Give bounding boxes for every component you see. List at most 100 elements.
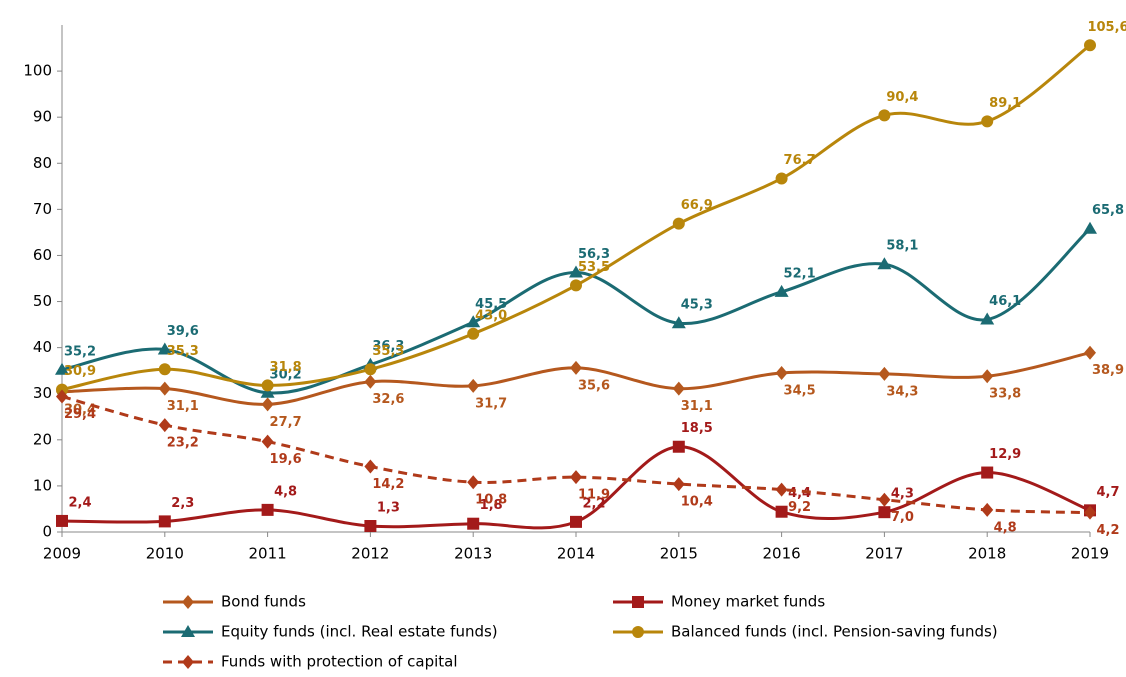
marker	[158, 363, 171, 376]
marker	[569, 265, 583, 278]
marker	[1083, 221, 1097, 234]
x-tick-label: 2019	[1071, 545, 1109, 563]
marker	[364, 374, 377, 389]
marker	[672, 217, 685, 230]
value-label: 2,4	[68, 495, 91, 510]
y-tick-label: 100	[23, 62, 52, 80]
marker	[55, 362, 69, 375]
value-label: 31,1	[681, 399, 713, 414]
legend-label: Equity funds (incl. Real estate funds)	[221, 623, 498, 641]
x-tick-label: 2012	[351, 545, 389, 563]
marker	[56, 514, 68, 527]
y-tick-label: 60	[33, 246, 52, 264]
value-label: 1,3	[377, 501, 400, 516]
marker	[878, 506, 891, 519]
x-tick-label: 2011	[249, 545, 287, 563]
legend-label: Funds with protection of capital	[221, 653, 458, 671]
series-line	[61, 395, 1091, 515]
marker	[981, 115, 994, 128]
marker	[467, 327, 480, 340]
value-label: 56,3	[578, 247, 610, 262]
value-label: 4,3	[891, 487, 914, 502]
marker	[260, 385, 275, 398]
value-label: 35,3	[167, 344, 199, 359]
value-label: 4,7	[1096, 485, 1119, 500]
value-label: 14,2	[372, 477, 404, 492]
value-label: 30,9	[64, 364, 96, 379]
value-label: 1,8	[480, 498, 503, 513]
x-tick-label: 2014	[557, 545, 595, 563]
value-label: 29,4	[64, 407, 96, 422]
marker	[158, 418, 171, 433]
value-label: 31,1	[167, 399, 199, 414]
marker	[1084, 39, 1096, 52]
legend-item: Equity funds (incl. Real estate funds)	[163, 623, 498, 641]
marker	[158, 515, 171, 528]
value-label: 35,6	[578, 378, 610, 393]
y-tick-label: 70	[33, 200, 52, 218]
series-line	[61, 227, 1091, 395]
value-label: 35,2	[64, 344, 96, 359]
marker	[261, 503, 274, 516]
marker	[158, 381, 171, 396]
y-tick-label: 20	[33, 430, 52, 448]
value-label: 58,1	[886, 239, 918, 254]
y-tick-label: 90	[33, 108, 52, 126]
marker	[981, 466, 994, 479]
marker	[1084, 345, 1096, 360]
marker	[877, 257, 892, 270]
value-label: 105,6	[1087, 20, 1126, 35]
value-label: 10,4	[681, 495, 713, 510]
marker	[672, 381, 685, 396]
x-tick-label: 2018	[968, 545, 1006, 563]
value-label: 18,5	[681, 421, 713, 436]
value-label: 27,7	[270, 415, 302, 430]
marker	[672, 440, 685, 453]
marker	[570, 360, 582, 375]
marker	[672, 477, 685, 492]
value-label: 4,8	[994, 520, 1017, 535]
marker	[570, 279, 582, 292]
legend-label: Balanced funds (incl. Pension-saving fun…	[671, 623, 998, 641]
y-tick-label: 10	[33, 476, 52, 494]
legend-label: Bond funds	[221, 593, 306, 611]
value-label: 53,5	[578, 260, 610, 275]
value-label: 32,6	[372, 392, 404, 407]
value-label: 12,9	[989, 447, 1021, 462]
value-label: 52,1	[784, 266, 816, 281]
x-tick-label: 2016	[763, 545, 801, 563]
marker	[1084, 505, 1096, 520]
x-tick-label: 2017	[865, 545, 903, 563]
marker	[775, 365, 788, 380]
value-label: 33,8	[989, 387, 1021, 402]
x-tick-label: 2010	[146, 545, 184, 563]
value-label: 9,2	[788, 500, 811, 515]
marker	[182, 595, 194, 609]
marker	[467, 517, 480, 530]
value-label: 65,8	[1092, 203, 1124, 218]
value-label: 45,3	[681, 298, 713, 313]
marker	[878, 492, 891, 507]
value-label: 2,2	[582, 496, 605, 511]
value-label: 46,1	[989, 294, 1021, 309]
legend-item: Money market funds	[613, 593, 825, 611]
marker	[181, 625, 195, 637]
y-tick-label: 40	[33, 338, 52, 356]
x-tick-label: 2013	[454, 545, 492, 563]
marker	[364, 520, 377, 533]
value-label: 4,4	[788, 486, 811, 501]
value-label: 45,5	[475, 297, 507, 312]
value-label: 31,8	[270, 360, 302, 375]
marker	[467, 475, 480, 490]
x-tick-label: 2015	[660, 545, 698, 563]
marker	[878, 366, 891, 381]
value-label: 4,8	[274, 484, 297, 499]
legend-item: Balanced funds (incl. Pension-saving fun…	[613, 623, 998, 641]
y-tick-label: 50	[33, 292, 52, 310]
value-label: 66,9	[681, 198, 713, 213]
legend-label: Money market funds	[671, 593, 825, 611]
y-tick-label: 80	[33, 154, 52, 172]
value-label: 90,4	[886, 90, 918, 105]
y-tick-label: 30	[33, 384, 52, 402]
value-label: 11,9	[578, 488, 610, 503]
